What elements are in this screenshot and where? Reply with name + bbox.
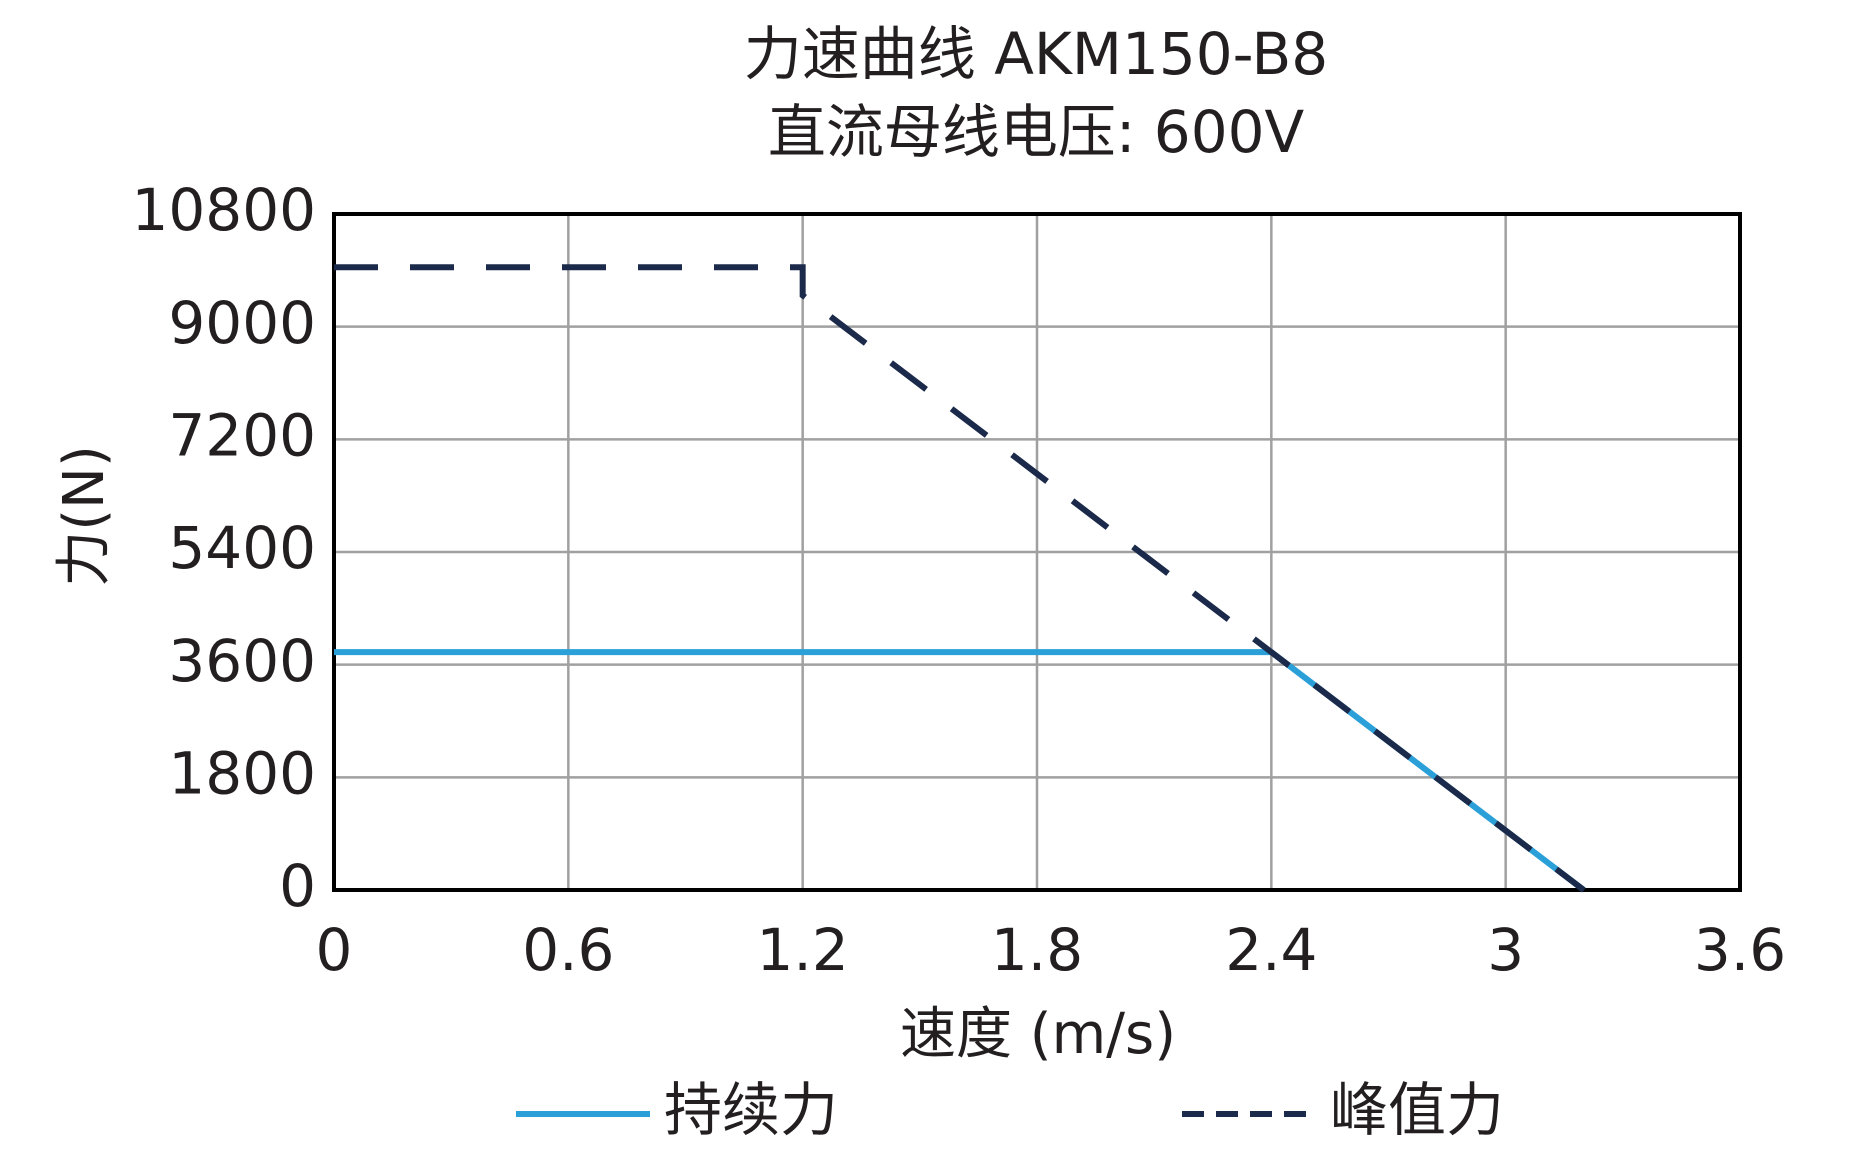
y-tick-label: 1800: [168, 739, 316, 807]
chart-subtitle: 直流母线电压: 600V: [768, 98, 1305, 166]
y-tick-label: 5400: [168, 514, 316, 582]
line-series: [334, 264, 1586, 893]
x-axis-label: 速度 (m/s): [900, 1002, 1176, 1067]
x-tick-label: 3.6: [1694, 916, 1786, 984]
legend-label: 持续力: [664, 1076, 838, 1144]
plot-frame: [332, 212, 1742, 892]
x-tick-label: 3: [1487, 916, 1524, 984]
chart-title: 力速曲线 AKM150-B8: [744, 20, 1328, 88]
y-tick-label: 3600: [168, 627, 316, 695]
x-tick-label: 0.6: [522, 916, 614, 984]
legend-label: 峰值力: [1330, 1076, 1504, 1144]
y-tick-label: 0: [279, 852, 316, 920]
x-tick-label: 1.2: [757, 916, 849, 984]
y-tick-label: 7200: [168, 401, 316, 469]
line-series: [334, 649, 1586, 893]
x-tick-label: 2.4: [1225, 916, 1317, 984]
x-tick-label: 1.8: [991, 916, 1083, 984]
y-axis-label: 力(N): [52, 445, 117, 587]
y-tick-label: 9000: [168, 289, 316, 357]
x-tick-label: 0: [316, 916, 353, 984]
y-tick-label: 10800: [131, 176, 316, 244]
